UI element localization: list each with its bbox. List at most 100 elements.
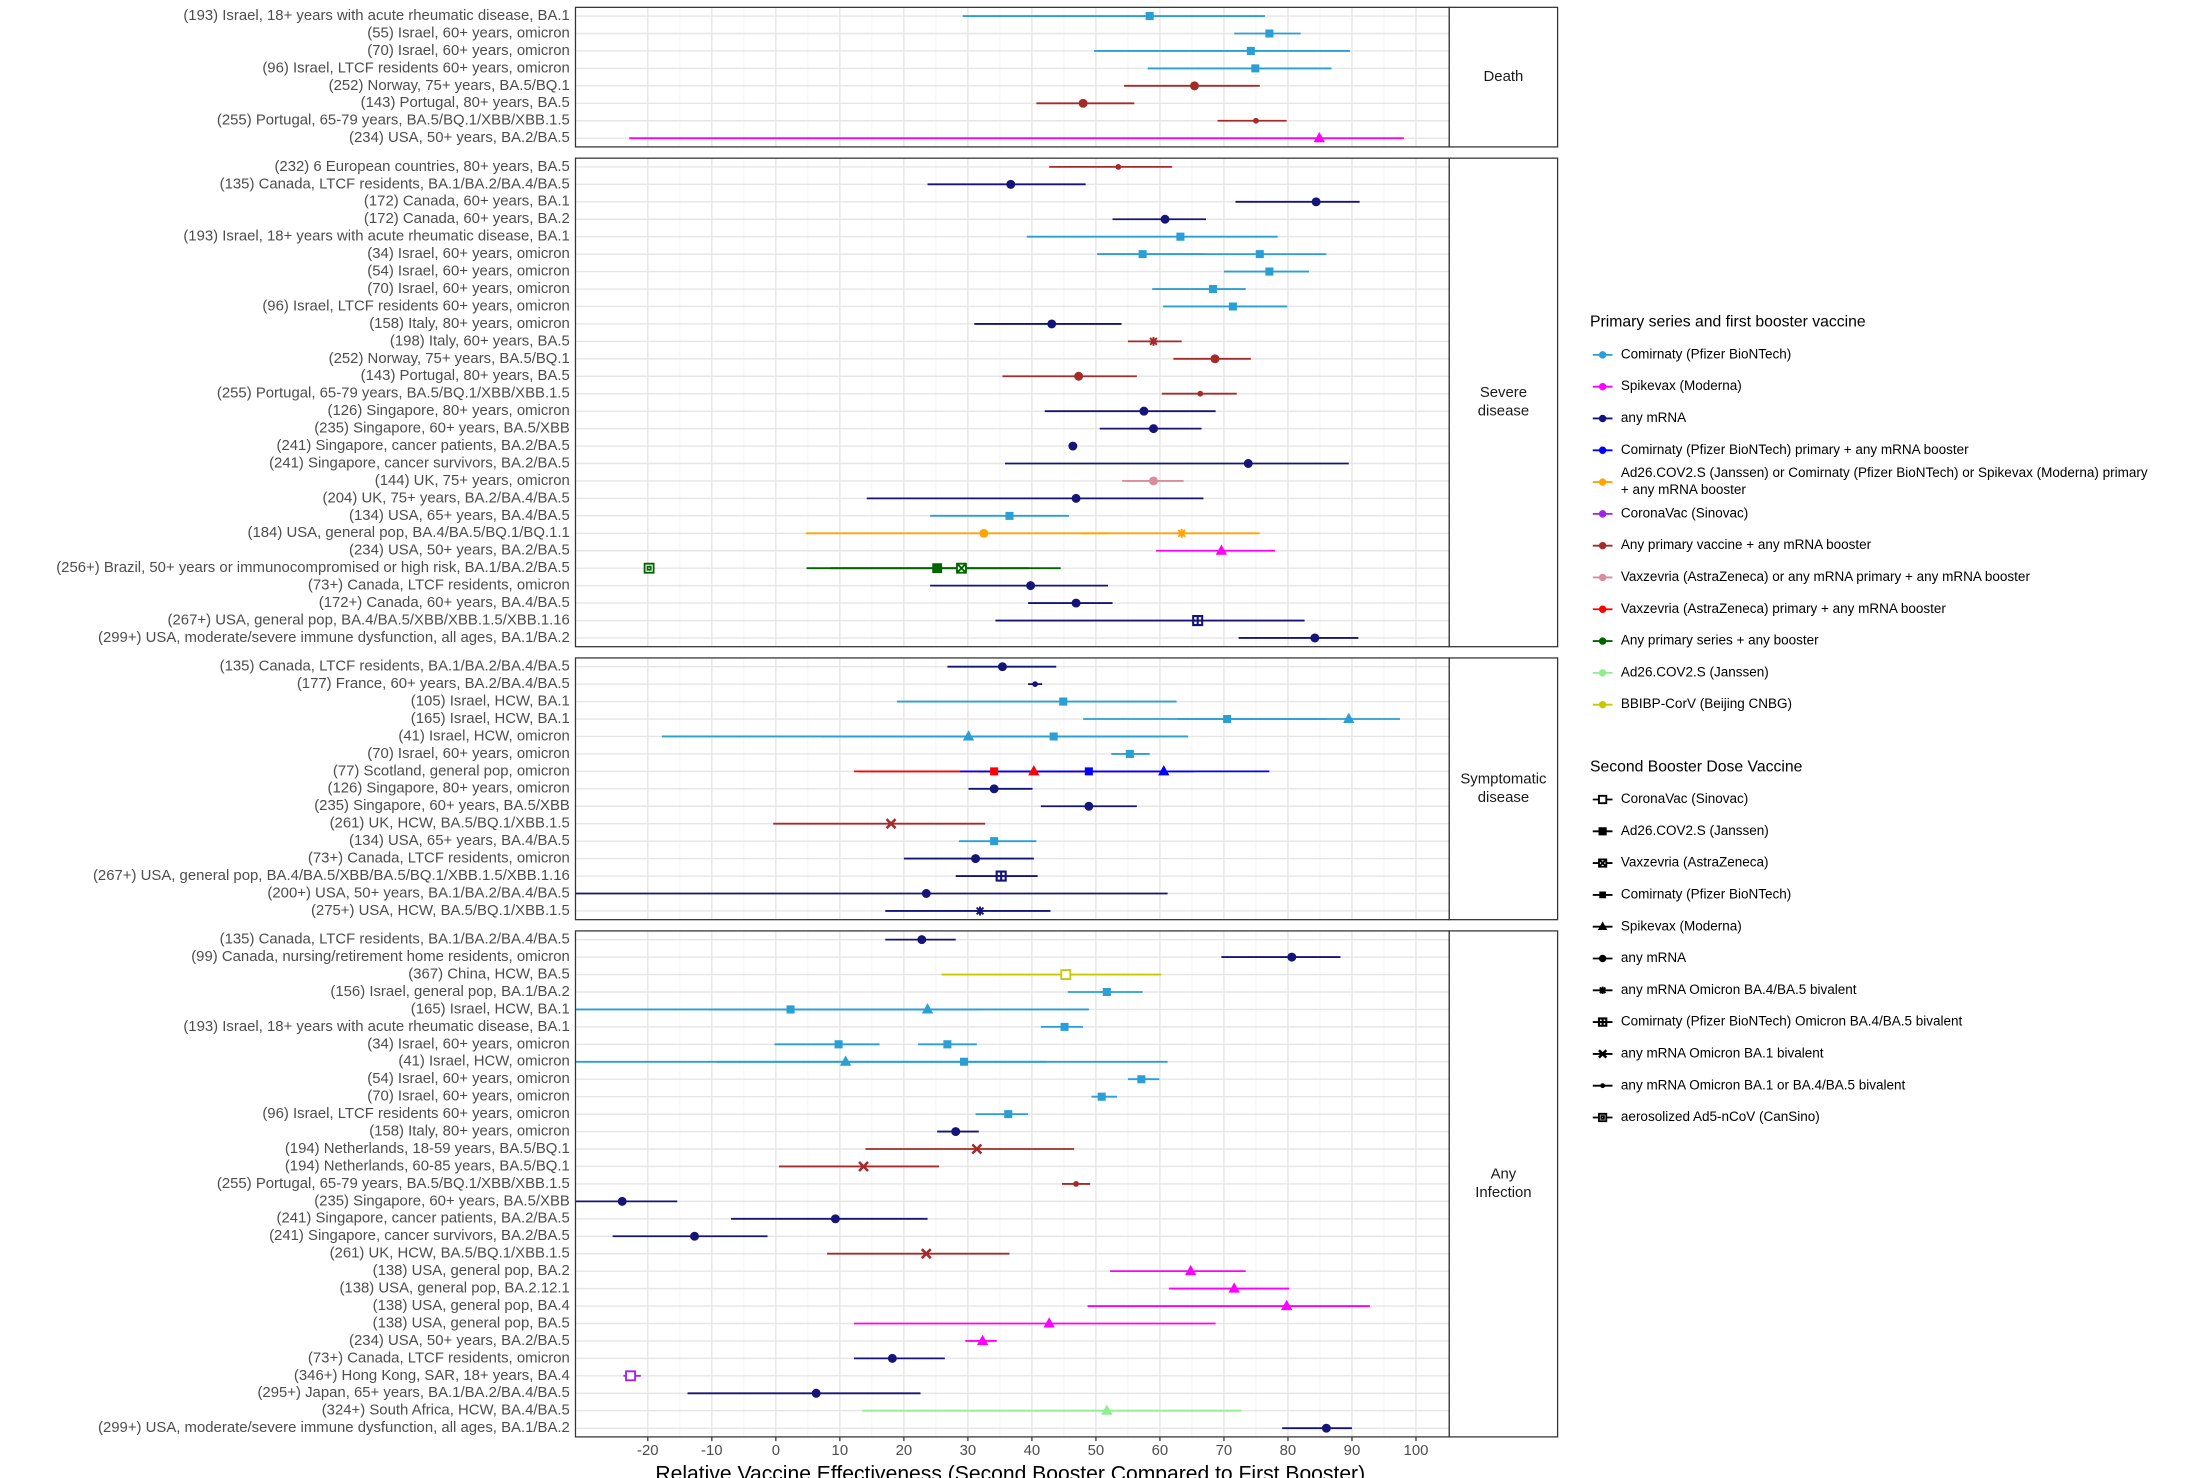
legend-key-marker xyxy=(1600,1083,1606,1089)
row-label: (70) Israel, 60+ years, omicron xyxy=(367,43,570,59)
estimate-marker xyxy=(1115,164,1122,170)
estimate-marker xyxy=(1265,29,1274,38)
legend-key-marker xyxy=(1598,414,1607,423)
estimate-marker xyxy=(1137,1075,1146,1084)
row-label: (172) Canada, 60+ years, BA.2 xyxy=(364,211,570,227)
row-label: (204) UK, 75+ years, BA.2/BA.4/BA.5 xyxy=(323,490,570,506)
row-label: (241) Singapore, cancer survivors, BA.2/… xyxy=(269,455,570,471)
row-label: (234) USA, 50+ years, BA.2/BA.5 xyxy=(349,543,570,559)
legend-label: any mRNA Omicron BA.1 or BA.4/BA.5 bival… xyxy=(1621,1077,1906,1092)
strip xyxy=(1448,930,1559,1438)
estimate-marker xyxy=(1343,712,1355,724)
row-label: (172) Canada, 60+ years, BA.1 xyxy=(364,194,570,210)
estimate-marker xyxy=(971,1143,983,1155)
estimate-marker xyxy=(1228,302,1237,311)
row-label: (261) UK, HCW, BA.5/BQ.1/XBB.1.5 xyxy=(330,816,570,832)
legend-label: Vaxzevria (AstraZeneca) or any mRNA prim… xyxy=(1621,569,2031,584)
row-label: (235) Singapore, 60+ years, BA.5/XBB xyxy=(314,798,570,814)
row-label: (234) USA, 50+ years, BA.2/BA.5 xyxy=(349,1333,570,1349)
row-label: (267+) USA, general pop, BA.4/BA.5/XBB/X… xyxy=(168,612,570,628)
row-label: (73+) Canada, LTCF residents, omicron xyxy=(308,578,570,594)
estimate-marker xyxy=(1125,749,1134,758)
estimate-marker xyxy=(1004,1110,1013,1119)
estimate-marker xyxy=(1149,424,1158,434)
row-label: (73+) Canada, LTCF residents, omicron xyxy=(308,1350,570,1366)
estimate-marker xyxy=(887,1353,897,1363)
x-tick-label: -20 xyxy=(637,1443,659,1459)
estimate-marker xyxy=(1215,544,1228,555)
row-label: (193) Israel, 18+ years with acute rheum… xyxy=(183,1019,570,1035)
estimate-marker xyxy=(1145,12,1154,21)
row-label: (241) Singapore, cancer survivors, BA.2/… xyxy=(269,1228,570,1244)
row-label: (96) Israel, LTCF residents 60+ years, o… xyxy=(262,1106,570,1122)
estimate-marker xyxy=(1049,732,1058,741)
row-label: (138) USA, general pop, BA.4 xyxy=(373,1298,570,1314)
strip-label: Symptomatic xyxy=(1460,772,1547,788)
legend-label: Spikevax (Moderna) xyxy=(1621,918,1742,933)
legend-key-marker xyxy=(1598,351,1607,359)
estimate-marker xyxy=(995,870,1007,882)
estimate-marker xyxy=(1059,697,1068,706)
row-label: (261) UK, HCW, BA.5/BQ.1/XBB.1.5 xyxy=(330,1246,570,1262)
strip xyxy=(1448,157,1559,648)
legend-key-marker xyxy=(1598,827,1607,836)
estimate-marker xyxy=(690,1231,700,1241)
legend-label: Comirnaty (Pfizer BioNTech) xyxy=(1621,346,1791,361)
estimate-marker xyxy=(1311,197,1321,207)
estimate-marker xyxy=(1209,285,1218,294)
legend-label: Vaxzevria (AstraZeneca) primary + any mR… xyxy=(1621,601,1946,616)
row-label: (252) Norway, 75+ years, BA.5/BQ.1 xyxy=(329,78,570,94)
row-label: (99) Canada, nursing/retirement home res… xyxy=(191,949,570,965)
estimate-marker xyxy=(1265,267,1274,276)
row-label: (126) Singapore, 80+ years, omicron xyxy=(327,403,569,419)
strip xyxy=(1448,6,1559,148)
row-label: (299+) USA, moderate/severe immune dysfu… xyxy=(98,1420,570,1436)
estimate-marker xyxy=(990,837,999,846)
estimate-marker xyxy=(1192,614,1204,627)
legend-label: Spikevax (Moderna) xyxy=(1621,378,1742,393)
x-tick-label: 20 xyxy=(896,1443,913,1459)
row-label: (134) USA, 65+ years, BA.4/BA.5 xyxy=(349,833,570,849)
estimate-marker xyxy=(1084,801,1094,811)
estimate-marker xyxy=(1210,354,1220,364)
estimate-marker xyxy=(839,1055,852,1066)
estimate-marker xyxy=(976,1334,989,1345)
row-label: (193) Israel, 18+ years with acute rheum… xyxy=(183,229,570,245)
row-label: (96) Israel, LTCF residents 60+ years, o… xyxy=(262,60,570,76)
estimate-marker xyxy=(1071,493,1081,503)
row-label: (135) Canada, LTCF residents, BA.1/BA.2/… xyxy=(220,932,570,948)
estimate-marker xyxy=(1102,987,1111,997)
row-label: (34) Israel, 60+ years, omicron xyxy=(367,246,570,262)
row-label: (198) Italy, 60+ years, BA.5 xyxy=(390,333,570,349)
row-label: (158) Italy, 80+ years, omicron xyxy=(369,1124,570,1140)
estimate-marker xyxy=(921,889,931,898)
row-label: (234) USA, 50+ years, BA.2/BA.5 xyxy=(349,130,570,146)
legend-key-marker xyxy=(1598,573,1607,582)
estimate-marker xyxy=(1028,765,1040,776)
panel-background xyxy=(575,7,1450,147)
row-label: (295+) Japan, 65+ years, BA.1/BA.2/BA.4/… xyxy=(257,1385,569,1401)
panel-background xyxy=(575,158,1450,647)
estimate-marker xyxy=(1101,1404,1113,1415)
row-label: (55) Israel, 60+ years, omicron xyxy=(367,25,570,41)
row-label: (54) Israel, 60+ years, omicron xyxy=(367,1071,570,1087)
estimate-marker xyxy=(962,730,975,741)
row-label: (346+) Hong Kong, SAR, 18+ years, BA.4 xyxy=(294,1368,570,1384)
legend-key-marker xyxy=(1598,794,1608,805)
row-label: (41) Israel, HCW, omicron xyxy=(398,1054,569,1070)
estimate-marker xyxy=(1073,1181,1079,1187)
legend-label: Any primary vaccine + any mRNA booster xyxy=(1621,537,1872,552)
row-label: (144) UK, 75+ years, omicron xyxy=(375,473,570,489)
row-label: (156) Israel, general pop, BA.1/BA.2 xyxy=(330,984,569,1000)
legend-label: any mRNA Omicron BA.1 bivalent xyxy=(1621,1045,1824,1060)
row-label: (138) USA, general pop, BA.2 xyxy=(373,1263,570,1279)
row-label: (200+) USA, 50+ years, BA.1/BA.2/BA.4/BA… xyxy=(267,885,569,901)
legend-label: any mRNA Omicron BA.4/BA.5 bivalent xyxy=(1621,982,1857,997)
estimate-marker xyxy=(943,1040,952,1049)
estimate-marker xyxy=(1243,459,1253,468)
estimate-marker xyxy=(1138,250,1147,259)
legend-key-marker xyxy=(1598,701,1607,709)
row-label: (267+) USA, general pop, BA.4/BA.5/XBB/B… xyxy=(93,868,570,884)
row-label: (367) China, HCW, BA.5 xyxy=(408,966,570,982)
